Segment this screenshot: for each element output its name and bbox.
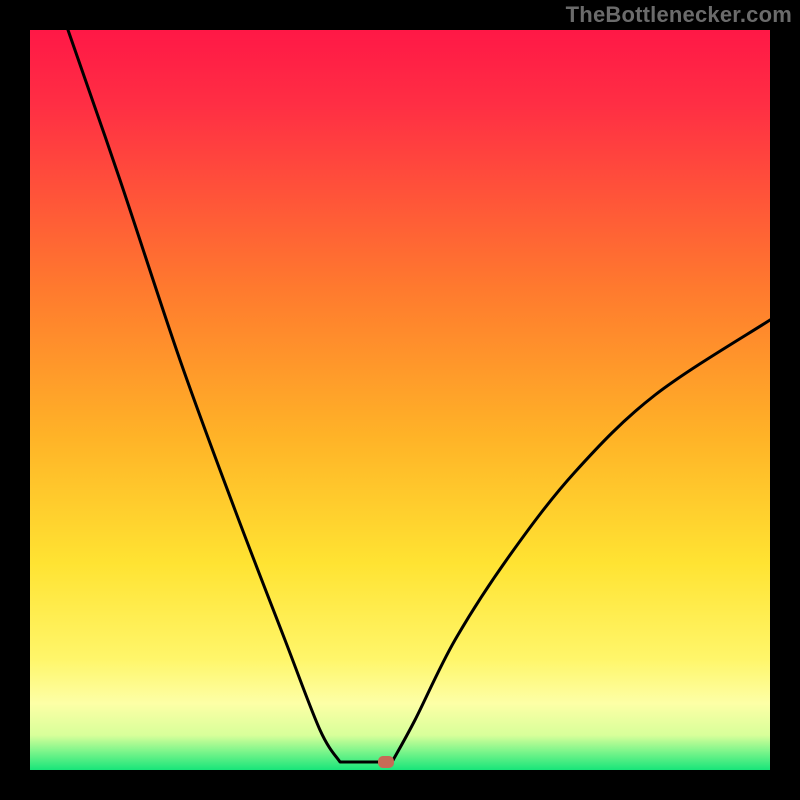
bottleneck-chart (0, 0, 800, 800)
gradient-plot-area (30, 30, 770, 770)
watermark-text: TheBottlenecker.com (566, 2, 792, 28)
valley-marker (378, 756, 394, 768)
